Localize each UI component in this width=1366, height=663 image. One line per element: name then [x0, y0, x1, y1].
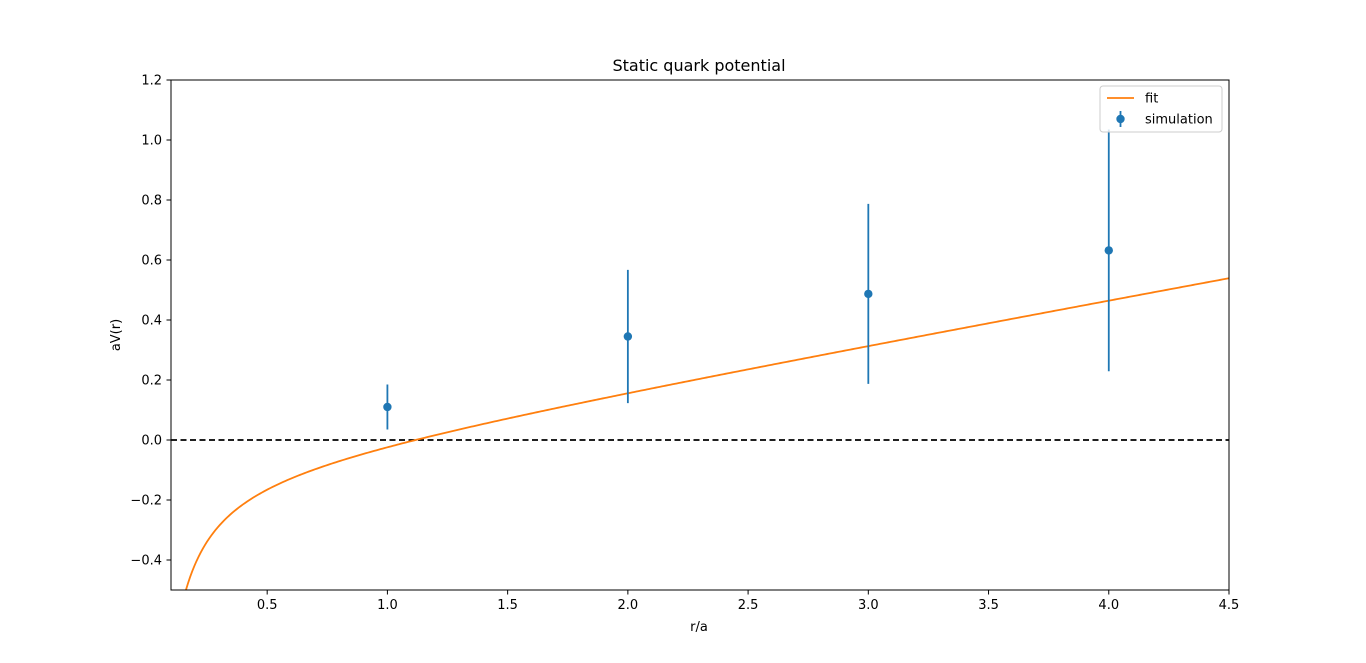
data-point — [864, 289, 873, 299]
fit-line — [184, 277, 1229, 590]
chart-title: Static quark potential — [612, 56, 785, 75]
y-tick-label: 0.0 — [141, 434, 162, 449]
y-tick-label: 0.8 — [141, 194, 162, 209]
data-point — [383, 402, 392, 412]
legend-simulation-label: simulation — [1145, 113, 1213, 128]
y-tick-label: 0.4 — [141, 314, 162, 329]
x-tick-label: 2.5 — [738, 598, 759, 613]
y-tick-label: 1.2 — [141, 74, 162, 89]
x-tick-label: 3.0 — [858, 598, 879, 613]
x-axis-label: r/a — [690, 620, 708, 635]
x-tick-label: 2.0 — [618, 598, 639, 613]
x-axis: 0.5 1.0 1.5 2.0 2.5 3.0 3.5 4.0 4.5 — [257, 590, 1240, 613]
legend-fit-label: fit — [1145, 92, 1158, 107]
y-tick-label: −0.4 — [130, 554, 162, 569]
x-tick-label: 0.5 — [257, 598, 278, 613]
y-tick-label: −0.2 — [130, 494, 162, 509]
x-tick-label: 1.5 — [497, 598, 518, 613]
plot-area — [170, 79, 1230, 591]
x-tick-label: 3.5 — [978, 598, 999, 613]
legend-simulation-marker — [1116, 114, 1125, 124]
data-point — [1104, 246, 1113, 255]
y-tick-label: 0.6 — [141, 254, 162, 269]
legend: fit simulation — [1099, 85, 1223, 133]
y-tick-label: 0.2 — [141, 374, 162, 389]
data-point — [623, 332, 633, 341]
x-tick-label: 4.5 — [1219, 598, 1240, 613]
axes-frame — [170, 79, 1230, 591]
x-tick-label: 4.0 — [1098, 598, 1119, 613]
y-axis: −0.4 −0.2 0.0 0.2 0.4 0.6 0.8 1.0 1.2 — [130, 74, 171, 569]
y-tick-label: 1.0 — [141, 134, 162, 149]
x-tick-label: 1.0 — [377, 598, 398, 613]
plot-content — [171, 129, 1229, 590]
y-axis-label: aV(r) — [109, 319, 124, 351]
